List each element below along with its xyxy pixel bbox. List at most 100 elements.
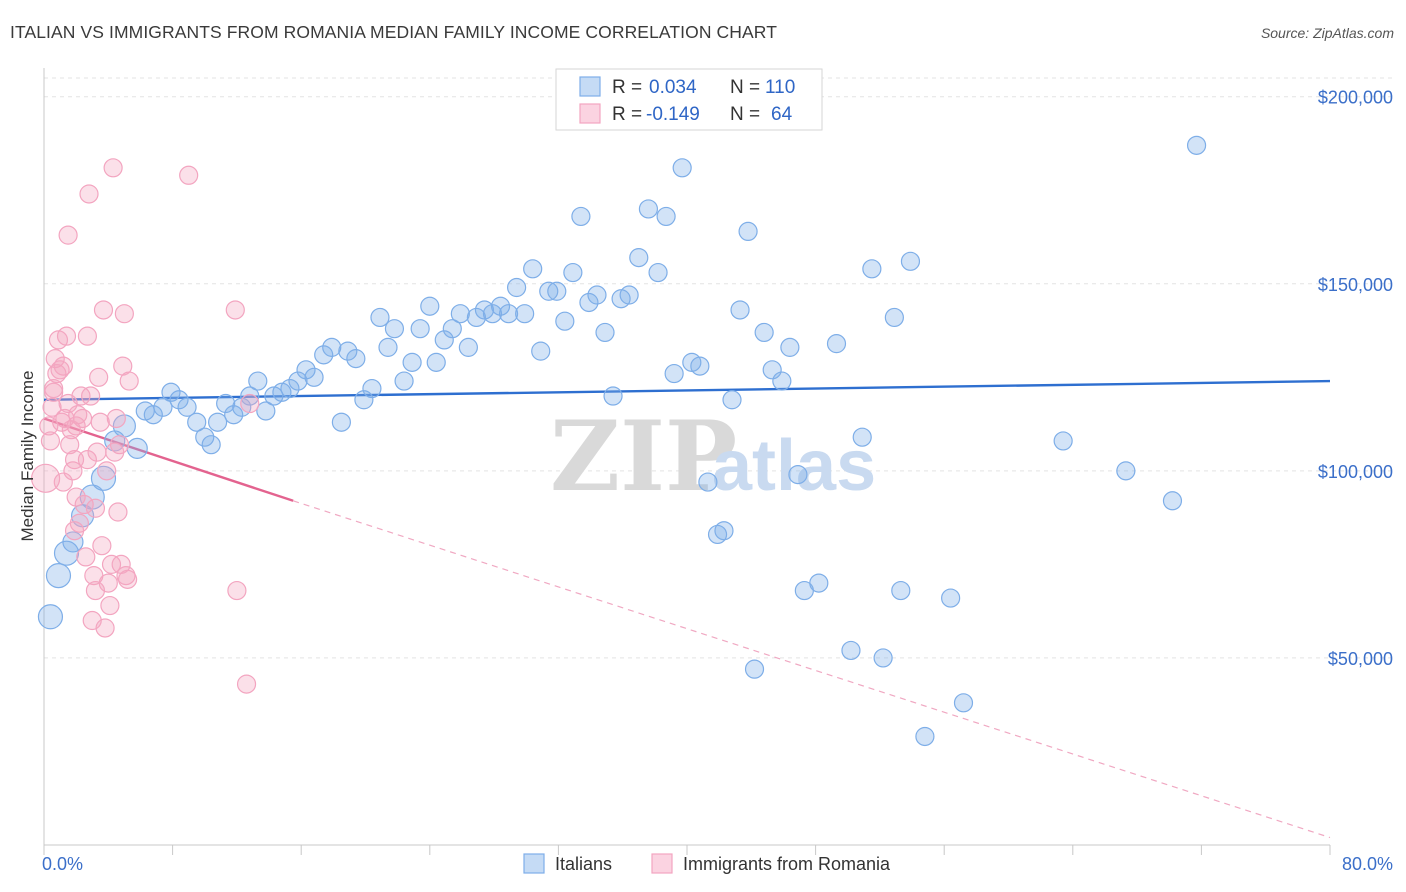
point-romania-40 [101, 554, 122, 574]
point-italians-95 [852, 427, 872, 447]
point-italians-48 [442, 319, 462, 339]
bottom-legend-label-italians: Italians [555, 854, 612, 874]
point-italians-46 [426, 352, 446, 372]
legend-r-label-romania: R = [612, 104, 642, 125]
bottom-legend-label-romania: Immigrants from Romania [683, 854, 891, 874]
point-romania-2 [40, 431, 61, 451]
point-italians-86 [754, 322, 774, 343]
data-points [31, 135, 1207, 747]
point-italians-16 [187, 412, 207, 432]
point-italians-39 [370, 307, 390, 328]
point-italians-76 [672, 158, 692, 178]
point-italians-37 [354, 390, 374, 410]
point-italians-24 [248, 371, 268, 391]
point-italians-47 [434, 330, 454, 350]
point-italians-1 [45, 563, 72, 589]
point-romania-51 [58, 225, 78, 245]
point-italians-75 [664, 363, 684, 384]
point-romania-57 [227, 580, 247, 601]
point-italians-72 [638, 199, 659, 219]
point-italians-59 [531, 341, 551, 361]
point-romania-52 [53, 472, 73, 492]
point-romania-1 [39, 416, 59, 436]
point-romania-9 [52, 412, 72, 432]
point-italians-107 [1186, 135, 1207, 155]
point-romania-39 [100, 595, 120, 616]
point-romania-12 [56, 326, 77, 346]
point-romania-27 [81, 386, 101, 406]
point-italians-102 [941, 588, 961, 608]
point-italians-30 [296, 360, 316, 380]
point-italians-55 [498, 304, 519, 324]
point-romania-50 [119, 371, 139, 391]
trend-line-romania [43, 417, 294, 502]
point-italians-50 [458, 337, 478, 357]
point-italians-103 [953, 693, 974, 713]
point-italians-28 [280, 378, 300, 399]
point-italians-65 [579, 292, 599, 313]
point-italians-90 [788, 464, 808, 485]
point-italians-35 [338, 341, 358, 361]
point-italians-54 [490, 296, 511, 316]
point-italians-67 [595, 322, 615, 343]
point-italians-64 [571, 206, 591, 227]
point-italians-31 [304, 367, 324, 387]
point-romania-53 [66, 416, 86, 436]
point-romania-49 [117, 569, 138, 589]
point-romania-34 [92, 536, 112, 556]
point-romania-41 [103, 158, 123, 178]
point-romania-37 [97, 461, 117, 481]
point-italians-21 [224, 405, 244, 425]
point-romania-60 [77, 450, 98, 470]
point-romania-35 [93, 300, 114, 320]
point-italians-71 [629, 247, 649, 268]
point-italians-104 [1053, 431, 1073, 451]
point-romania-63 [105, 442, 125, 462]
y-tick-labels: $50,000 $100,000 $150,000 $200,000 [1318, 88, 1393, 669]
point-italians-14 [169, 390, 189, 410]
point-romania-26 [79, 184, 99, 204]
point-italians-96 [862, 259, 882, 279]
point-italians-34 [331, 412, 351, 432]
point-romania-56 [225, 300, 245, 320]
point-italians-74 [656, 206, 676, 227]
point-italians-105 [1116, 461, 1136, 481]
legend-n-label-romania: N = [730, 104, 760, 125]
legend-top: R = 0.034 N = 110 R = -0.149 N = 64 [555, 68, 823, 131]
point-romania-10 [53, 356, 73, 376]
point-italians-33 [322, 337, 342, 357]
point-italians-78 [690, 356, 710, 376]
point-italians-97 [873, 648, 893, 668]
y-tick-label-3: $200,000 [1318, 88, 1393, 108]
y-tick-label-2: $150,000 [1318, 275, 1393, 295]
point-italians-98 [884, 307, 904, 328]
chart-source: Source: ZipAtlas.com [1260, 25, 1394, 41]
y-axis-title: Median Family Income [18, 370, 37, 541]
point-romania-6 [47, 363, 67, 384]
point-romania-0 [31, 463, 61, 493]
point-italians-53 [482, 304, 503, 324]
point-romania-36 [95, 618, 115, 638]
point-romania-38 [98, 573, 118, 593]
chart-title: ITALIAN VS IMMIGRANTS FROM ROMANIA MEDIA… [10, 22, 778, 42]
point-italians-12 [153, 397, 173, 417]
watermark: ZIP atlas [550, 400, 876, 513]
point-romania-32 [89, 367, 109, 387]
point-romania-61 [85, 498, 106, 518]
point-italians-93 [826, 334, 847, 354]
point-romania-14 [60, 435, 80, 455]
point-romania-58 [236, 674, 257, 694]
point-italians-83 [730, 300, 750, 320]
trend-extension-romania [292, 500, 1331, 839]
point-italians-11 [143, 405, 163, 425]
point-italians-58 [523, 259, 543, 279]
point-italians-41 [384, 319, 405, 339]
point-romania-21 [71, 386, 91, 406]
y-tick-label-1: $100,000 [1318, 462, 1393, 482]
point-romania-8 [50, 360, 70, 380]
point-romania-33 [90, 412, 110, 432]
point-italians-17 [195, 427, 215, 447]
point-italians-68 [603, 386, 623, 406]
legend-n-value-italians: 110 [765, 77, 795, 98]
point-italians-32 [314, 345, 334, 365]
